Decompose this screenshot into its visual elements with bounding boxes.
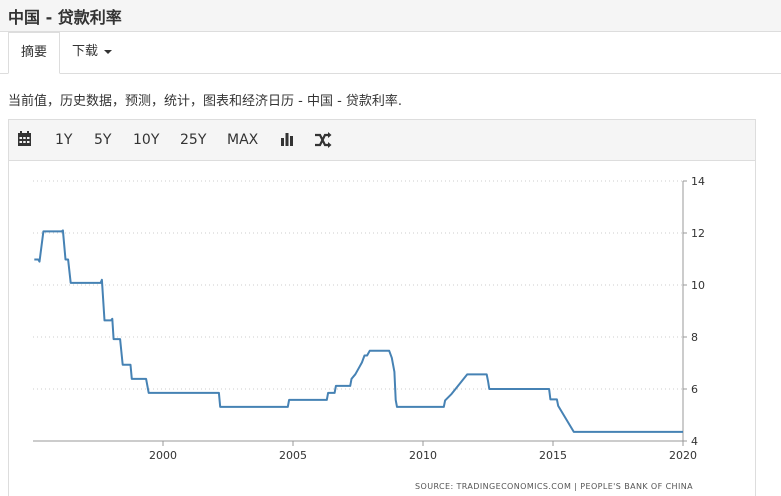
y-tick-label: 8	[691, 331, 698, 344]
range-1y-button[interactable]: 1Y	[55, 132, 73, 148]
tab-bar: 摘要 下载	[0, 32, 781, 74]
source-note: SOURCE: TRADINGECONOMICS.COM | PEOPLE'S …	[415, 482, 693, 491]
x-tick-label: 2000	[149, 449, 177, 462]
shuffle-icon[interactable]	[314, 120, 332, 160]
chart-container: 4 6 8 10 12 14 2000 2005 2010 2015 2020 SOURCE: TRA…	[8, 160, 756, 496]
title-bar: 中国 - 贷款利率	[0, 0, 781, 32]
x-tick-label: 2010	[409, 449, 437, 462]
y-tick-label: 4	[691, 435, 698, 448]
y-tick-label: 14	[691, 175, 705, 188]
range-max-button[interactable]: MAX	[227, 132, 259, 148]
page-title: 中国 - 贷款利率	[8, 8, 122, 27]
bar-chart-icon[interactable]	[280, 120, 294, 160]
chart-toolbar: 1Y 5Y 10Y 25Y MAX	[8, 119, 756, 161]
range-5y-button[interactable]: 5Y	[94, 132, 112, 148]
calendar-icon[interactable]	[17, 120, 32, 160]
line-chart: 4 6 8 10 12 14 2000 2005 2010 2015 2020 SOURCE: TRA…	[33, 175, 705, 491]
range-25y-button[interactable]: 25Y	[180, 132, 207, 148]
x-tick-label: 2015	[539, 449, 567, 462]
caret-down-icon	[104, 49, 113, 54]
page-description: 当前值，历史数据，预测，统计，图表和经济日历 - 中国 - 贷款利率.	[8, 94, 403, 109]
tab-summary[interactable]: 摘要	[8, 32, 60, 74]
y-tick-label: 10	[691, 279, 705, 292]
range-10y-button[interactable]: 10Y	[133, 132, 160, 148]
tab-download[interactable]: 下载	[72, 32, 113, 74]
x-tick-label: 2020	[669, 449, 697, 462]
y-tick-label: 6	[691, 383, 698, 396]
y-tick-label: 12	[691, 227, 705, 240]
series-line	[34, 229, 683, 433]
tab-download-label: 下载	[72, 44, 99, 59]
x-tick-label: 2005	[279, 449, 307, 462]
